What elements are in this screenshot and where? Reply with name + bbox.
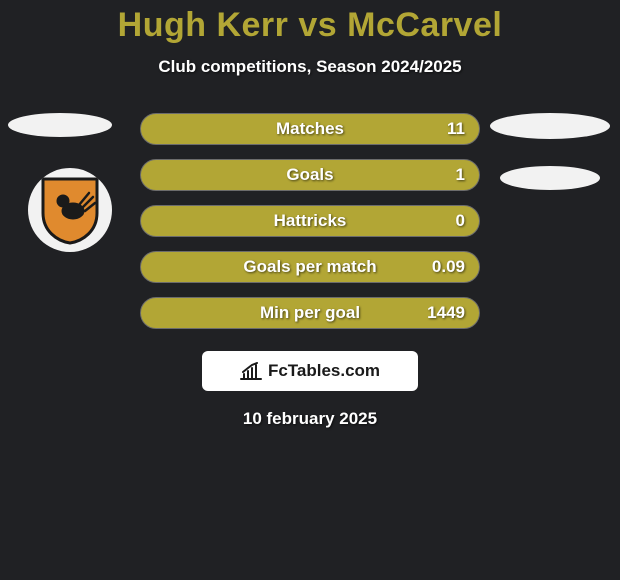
page-title: Hugh Kerr vs McCarvel (0, 6, 620, 45)
stat-label: Goals per match (243, 257, 376, 277)
vs-separator: vs (298, 6, 337, 44)
stat-right-value: 1 (456, 165, 465, 185)
stat-rows: Matches 11 Goals 1 Hattricks 0 Goals per match… (140, 113, 480, 329)
stat-label: Matches (276, 119, 344, 139)
player-b-oval-top (490, 113, 610, 139)
player-b-name: McCarvel (347, 6, 502, 44)
date-label: 10 february 2025 (0, 409, 620, 429)
stat-row: Goals per match 0.09 (140, 251, 480, 283)
stat-label: Min per goal (260, 303, 360, 323)
footer-badge-text: FcTables.com (268, 361, 380, 381)
player-a-name: Hugh Kerr (118, 6, 289, 44)
subtitle: Club competitions, Season 2024/2025 (0, 57, 620, 77)
stat-row: Min per goal 1449 (140, 297, 480, 329)
stat-right-value: 0.09 (432, 257, 465, 277)
player-a-oval-top (8, 113, 112, 137)
comparison-stage: Matches 11 Goals 1 Hattricks 0 Goals per match… (0, 113, 620, 333)
club-badge (28, 168, 112, 252)
club-shield-icon (39, 175, 101, 245)
stat-row: Matches 11 (140, 113, 480, 145)
footer-badge[interactable]: FcTables.com (202, 351, 418, 391)
stat-row: Hattricks 0 (140, 205, 480, 237)
stat-right-value: 1449 (427, 303, 465, 323)
bar-chart-icon (240, 362, 262, 380)
content-root: Hugh Kerr vs McCarvel Club competitions,… (0, 0, 620, 429)
player-b-oval-mid (500, 166, 600, 190)
stat-right-value: 0 (456, 211, 465, 231)
stat-row: Goals 1 (140, 159, 480, 191)
stat-label: Goals (286, 165, 333, 185)
stat-label: Hattricks (274, 211, 347, 231)
stat-right-value: 11 (447, 119, 465, 139)
